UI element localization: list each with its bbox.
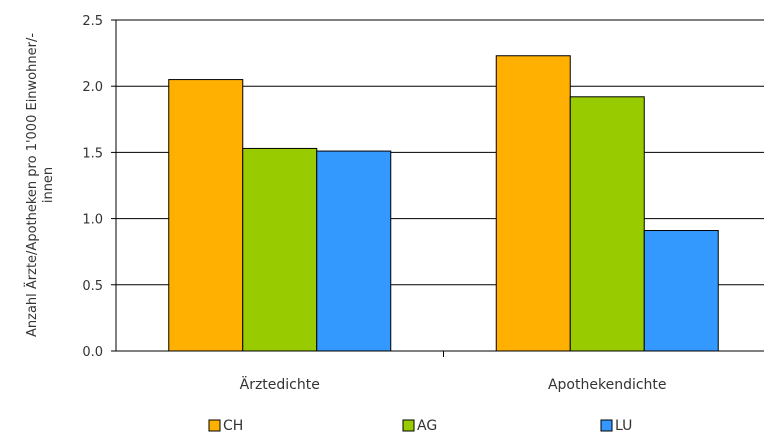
legend-swatch-lu [600,419,613,432]
bar-ch [495,55,571,352]
bar-ag [242,147,318,352]
x-axis-categories: Ärztedichte Apothekendichte [240,375,667,393]
bar-ag [569,96,645,352]
legend-label-ag: AG [417,418,437,434]
y-tick-label: 1.5 [82,146,103,161]
legend-swatch-ch [208,419,221,432]
bar-lu [643,230,719,352]
y-tick-label: 0.5 [82,279,103,294]
y-tick-label: 1.0 [82,213,103,228]
category-label: Apothekendichte [548,377,667,393]
legend-swatch-ag [402,419,415,432]
bar-ch [168,79,244,352]
y-axis-title-line: innen [41,167,56,203]
y-axis-title: Anzahl Ärzte/Apotheken pro 1'000 Einwohn… [24,33,56,337]
y-axis-ticks: 0.0 0.5 1.0 1.5 2.0 2.5 [82,14,116,360]
y-tick-label: 2.5 [82,14,103,29]
legend-label-lu: LU [615,418,632,434]
bars [168,55,719,352]
legend: CH AG LU [208,418,632,434]
y-tick-label: 0.0 [82,345,103,360]
legend-label-ch: CH [223,418,243,434]
y-axis-title-line: Anzahl Ärzte/Apotheken pro 1'000 Einwohn… [24,33,40,337]
axes [115,20,764,357]
y-tick-label: 2.0 [82,80,103,95]
bar-lu [316,150,392,352]
category-label: Ärztedichte [240,375,320,393]
